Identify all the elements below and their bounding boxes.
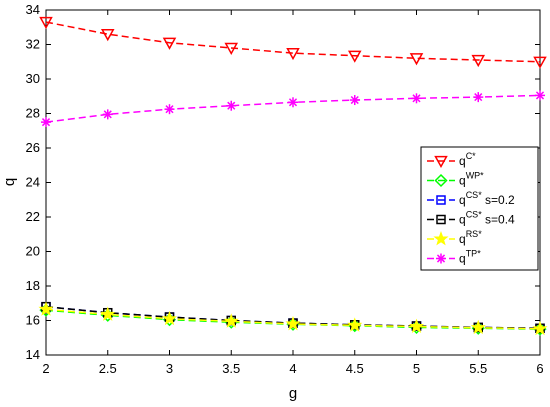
legend-marker: [433, 231, 449, 246]
legend-label-sup: RS*: [466, 229, 483, 239]
legend-item: qRS*: [427, 229, 482, 246]
x-tick-label: 5.5: [469, 361, 487, 376]
data-point: [102, 109, 113, 120]
legend-marker: [436, 195, 446, 205]
data-point: [161, 310, 178, 326]
data-point: [38, 301, 54, 316]
legend-label-sup: TP*: [466, 249, 482, 259]
data-point: [226, 100, 237, 111]
legend-label-suffix: s=0.4: [482, 213, 515, 227]
legend-marker: [434, 155, 448, 169]
legend-box: [420, 146, 539, 271]
legend-item: qCS* s=0.2: [427, 190, 515, 207]
legend-label-sup: CS*: [466, 210, 483, 220]
data-point: [473, 92, 484, 103]
data-point: [41, 117, 51, 128]
data-point: [162, 37, 177, 50]
legend-item: qCS* s=0.4: [427, 210, 515, 227]
x-tick-label: 4.5: [346, 361, 364, 376]
data-point: [347, 317, 363, 332]
y-tick-label: 22: [26, 209, 40, 224]
legend-label: qCS* s=0.4: [459, 210, 515, 227]
y-tick-label: 24: [26, 175, 40, 190]
data-point: [532, 320, 548, 336]
legend-label: qWP*: [459, 171, 484, 188]
x-tick-label: 3: [166, 361, 173, 376]
data-point: [224, 42, 239, 55]
x-tick-label: 3.5: [222, 361, 240, 376]
legend-label-sup: WP*: [466, 171, 484, 181]
legend-label-base: q: [459, 232, 466, 246]
data-point: [471, 54, 486, 68]
x-tick-label: 2: [42, 361, 49, 376]
legend-label-suffix: s=0.2: [482, 193, 515, 207]
x-tick-label: 5: [413, 361, 420, 376]
x-tick-label: 6: [536, 361, 543, 376]
data-point: [408, 318, 425, 333]
y-tick-label: 18: [26, 278, 40, 293]
legend-label-base: q: [459, 174, 466, 188]
legend-label: qC*: [459, 151, 476, 168]
legend-item: qTP*: [427, 249, 481, 266]
data-point: [347, 50, 362, 63]
axis-ticks: 2 2.5 3 3.5 4 4.5 5 5.5 6 14 16 18 20 22 24 26 28 30 32 34: [26, 2, 544, 376]
y-tick-label: 14: [26, 347, 40, 362]
x-tick-label: 2.5: [99, 361, 117, 376]
y-tick-label: 26: [26, 140, 40, 155]
legend-label-sup: CS*: [466, 190, 483, 200]
y-axis-label: q: [1, 178, 18, 186]
legend-marker: [436, 253, 446, 264]
legend-label-base: q: [459, 252, 466, 266]
data-point: [349, 95, 360, 106]
legend-item: qC*: [427, 151, 476, 169]
x-axis-label: g: [289, 385, 297, 402]
legend-marker: [436, 214, 446, 225]
legend-label: qCS* s=0.2: [459, 190, 515, 207]
series-line: [45, 21, 541, 63]
y-tick-label: 30: [26, 71, 40, 86]
legend-label-sup: C*: [466, 151, 476, 161]
data-point: [285, 316, 301, 331]
y-tick-label: 20: [26, 244, 40, 259]
data-point: [533, 56, 547, 69]
series-tp: [41, 90, 545, 128]
data-point: [223, 313, 239, 328]
series-layer: [38, 16, 548, 336]
y-tick-label: 32: [26, 37, 40, 52]
legend-item: qWP*: [427, 171, 484, 188]
data-point: [39, 16, 53, 30]
data-point: [470, 319, 486, 335]
y-tick-label: 28: [26, 106, 40, 121]
legend-label-base: q: [459, 193, 466, 207]
data-point: [100, 306, 116, 321]
series-rs: [38, 301, 548, 336]
legend-label: qTP*: [459, 249, 481, 266]
data-point: [411, 93, 422, 104]
x-tick-label: 4: [289, 361, 296, 376]
data-point: [286, 47, 300, 61]
data-point: [409, 53, 424, 66]
y-tick-label: 16: [26, 313, 40, 328]
legend-marker: [434, 173, 448, 188]
legend-label-base: q: [459, 154, 466, 168]
legend-label: qRS*: [459, 229, 482, 246]
data-point: [288, 97, 298, 108]
series-c: [39, 16, 547, 69]
data-point: [100, 29, 115, 42]
data-point: [164, 104, 175, 115]
data-point: [535, 90, 545, 101]
y-tick-label: 34: [26, 2, 40, 17]
legend-label-base: q: [459, 213, 466, 227]
